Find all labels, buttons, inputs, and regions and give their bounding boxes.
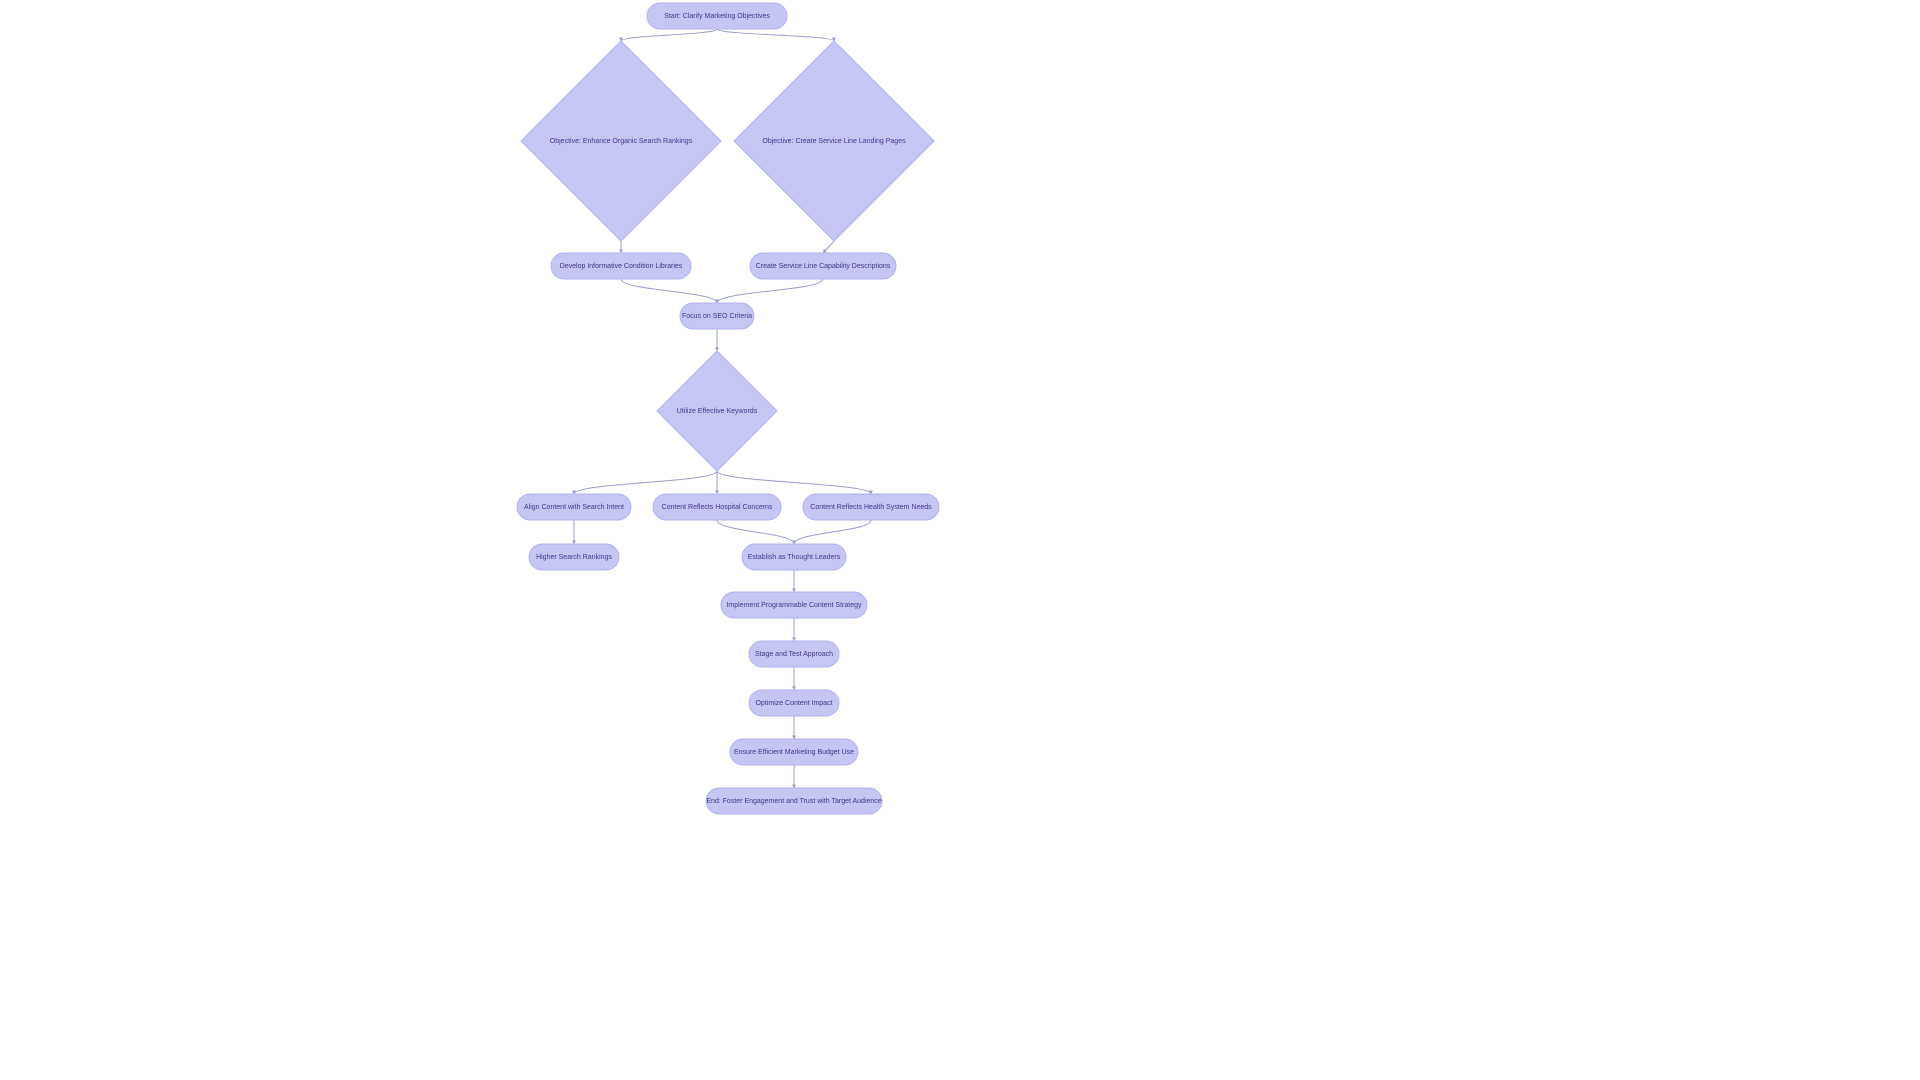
node-label-optimize: Optimize Content Impact	[755, 700, 832, 707]
node-align_intent: Align Content with Search Intent	[517, 494, 631, 520]
node-end: End: Foster Engagement and Trust with Ta…	[706, 788, 882, 814]
node-label-focus_seo: Focus on SEO Criteria	[682, 313, 752, 320]
node-label-obj_enhance: Objective: Enhance Organic Search Rankin…	[550, 138, 693, 145]
node-keywords: Utilize Effective Keywords	[657, 351, 777, 471]
node-label-stage_test: Stage and Test Approach	[755, 651, 833, 658]
node-budget: Ensure Efficient Marketing Budget Use	[730, 739, 858, 765]
node-label-end: End: Foster Engagement and Trust with Ta…	[706, 798, 881, 805]
edge-obj_landing-to-create_desc	[823, 241, 834, 253]
node-focus_seo: Focus on SEO Criteria	[680, 303, 754, 329]
edge-start-to-obj_landing	[717, 29, 834, 41]
node-reflect_health: Content Reflects Health System Needs	[803, 494, 939, 520]
node-label-develop_lib: Develop Informative Condition Libraries	[560, 263, 683, 270]
node-label-impl_strategy: Implement Programmable Content Strategy	[726, 602, 862, 609]
node-label-keywords: Utilize Effective Keywords	[677, 408, 758, 415]
node-start: Start: Clarify Marketing Objectives	[647, 3, 787, 29]
node-label-align_intent: Align Content with Search Intent	[524, 504, 624, 511]
edge-keywords-to-align_intent	[574, 471, 717, 494]
node-develop_lib: Develop Informative Condition Libraries	[551, 253, 691, 279]
node-thought_leaders: Establish as Thought Leaders	[742, 544, 846, 570]
edge-reflect_health-to-thought_leaders	[794, 520, 871, 544]
node-label-budget: Ensure Efficient Marketing Budget Use	[734, 749, 854, 756]
edge-create_desc-to-focus_seo	[717, 279, 823, 303]
node-higher_rank: Higher Search Rankings	[529, 544, 619, 570]
flowchart-svg: Start: Clarify Marketing Objectives Objec…	[0, 0, 1920, 1080]
edge-start-to-obj_enhance	[621, 29, 717, 41]
node-label-create_desc: Create Service Line Capability Descripti…	[756, 263, 891, 270]
node-optimize: Optimize Content Impact	[749, 690, 839, 716]
node-create_desc: Create Service Line Capability Descripti…	[750, 253, 896, 279]
node-reflect_hosp: Content Reflects Hospital Concerns	[653, 494, 781, 520]
node-obj_landing: Objective: Create Service Line Landing P…	[734, 41, 934, 241]
node-label-reflect_hosp: Content Reflects Hospital Concerns	[662, 504, 773, 511]
node-label-thought_leaders: Establish as Thought Leaders	[748, 554, 841, 561]
node-obj_enhance: Objective: Enhance Organic Search Rankin…	[521, 41, 721, 241]
edge-keywords-to-reflect_health	[717, 471, 871, 494]
node-label-obj_landing: Objective: Create Service Line Landing P…	[762, 138, 906, 145]
node-label-higher_rank: Higher Search Rankings	[536, 554, 612, 561]
node-impl_strategy: Implement Programmable Content Strategy	[721, 592, 867, 618]
node-stage_test: Stage and Test Approach	[749, 641, 839, 667]
node-label-reflect_health: Content Reflects Health System Needs	[810, 504, 932, 511]
nodes-layer: Start: Clarify Marketing Objectives Objec…	[517, 3, 939, 814]
edge-reflect_hosp-to-thought_leaders	[717, 520, 794, 544]
edge-develop_lib-to-focus_seo	[621, 279, 717, 303]
node-label-start: Start: Clarify Marketing Objectives	[664, 13, 770, 20]
